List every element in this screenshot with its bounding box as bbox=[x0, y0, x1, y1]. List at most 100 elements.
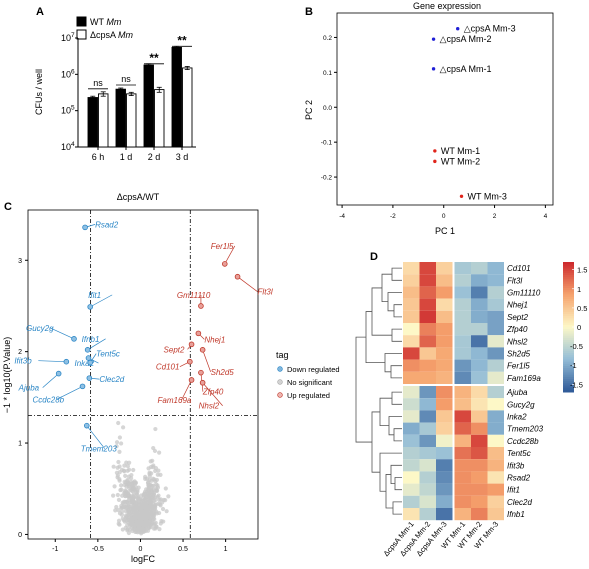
gene-label: Gucy2g bbox=[26, 324, 54, 333]
colorbar-segment bbox=[563, 381, 574, 384]
no-sig-point bbox=[112, 484, 117, 489]
colorbar-segment bbox=[563, 320, 574, 324]
heatmap-cell bbox=[471, 262, 488, 275]
colorbar-tick-label: -1 bbox=[570, 361, 577, 370]
up-regulated-point bbox=[187, 358, 193, 365]
panel-b-y-axis-label: PC 2 bbox=[304, 100, 314, 120]
heatmap-cell bbox=[454, 508, 471, 521]
gene-label: Tent5c bbox=[96, 350, 120, 359]
heatmap-cell bbox=[436, 459, 453, 472]
no-sig-point bbox=[148, 459, 153, 464]
panel-b-frame bbox=[336, 12, 554, 206]
legend-swatch-ko bbox=[76, 29, 87, 40]
no-sig-point bbox=[144, 511, 149, 516]
heatmap-cell bbox=[419, 508, 436, 521]
no-sig-point bbox=[117, 477, 122, 482]
colorbar-segment bbox=[563, 290, 574, 293]
heatmap-cell bbox=[436, 371, 453, 384]
up-regulated-point bbox=[199, 379, 206, 386]
colorbar-segment bbox=[563, 324, 574, 328]
x-tick-label: 4 bbox=[544, 213, 548, 220]
colorbar-segment bbox=[563, 281, 574, 285]
colorbar-tick-label: 1 bbox=[577, 285, 581, 294]
heatmap-cell bbox=[471, 386, 488, 399]
pca-point-label: WT Mm-1 bbox=[441, 146, 480, 156]
no-sig-point bbox=[116, 420, 121, 426]
bar-wt bbox=[87, 97, 98, 148]
colorbar-segment bbox=[563, 340, 574, 343]
colorbar-segment bbox=[563, 283, 574, 287]
heatmap-cell bbox=[454, 422, 471, 435]
heatmap-cell bbox=[436, 434, 453, 447]
colorbar-segment bbox=[563, 309, 574, 313]
colorbar-segment bbox=[563, 355, 574, 358]
heatmap-cell bbox=[436, 386, 453, 399]
heatmap-row-label: Ifnb1 bbox=[507, 510, 525, 519]
heatmap-cell bbox=[454, 347, 471, 360]
colorbar-segment bbox=[563, 359, 574, 363]
panel-letter-d: D bbox=[370, 251, 378, 263]
y-tick-label: 106 bbox=[61, 68, 75, 79]
heatmap-cell bbox=[436, 298, 453, 311]
no-sig-point bbox=[140, 513, 146, 518]
no-sig-point bbox=[115, 492, 120, 498]
pca-point bbox=[459, 194, 464, 198]
no-sig-point bbox=[144, 518, 149, 524]
x-tick-label: -2 bbox=[390, 213, 396, 220]
heatmap-cell bbox=[471, 434, 488, 447]
heatmap-cell bbox=[436, 495, 453, 508]
heatmap-row-label: Tmem203 bbox=[507, 425, 544, 434]
heatmap-cell bbox=[471, 347, 488, 360]
heatmap-row-label: Ifit1 bbox=[507, 486, 520, 495]
gene-leader-line bbox=[87, 338, 106, 351]
no-sig-point bbox=[152, 448, 158, 454]
colorbar-segment bbox=[563, 262, 574, 265]
up-regulated-point bbox=[195, 330, 202, 337]
heatmap-cell bbox=[436, 335, 453, 348]
no-sig-point bbox=[122, 519, 127, 524]
heatmap-row-label: Tent5c bbox=[507, 449, 531, 458]
gene-leader-line bbox=[224, 245, 236, 265]
heatmap-cell bbox=[471, 274, 488, 287]
y-tick-label: 1 bbox=[18, 441, 22, 448]
row-dendrogram-branch bbox=[381, 273, 392, 303]
heatmap-cell bbox=[454, 459, 471, 472]
no-sig-point bbox=[123, 473, 128, 478]
no-sig-point bbox=[163, 486, 168, 491]
panel-c-legend: tag Down regulated No significant Up reg… bbox=[276, 350, 340, 400]
no-sig-point bbox=[120, 509, 125, 514]
gene-label: Ifit1 bbox=[88, 291, 101, 300]
gene-label: Sept2 bbox=[164, 345, 185, 354]
colorbar-segment bbox=[563, 353, 574, 356]
no-sig-point bbox=[155, 485, 161, 490]
gene-leader-line bbox=[181, 379, 192, 401]
heatmap-cell bbox=[403, 323, 420, 336]
heatmap-row-label: Fam169a bbox=[507, 374, 541, 383]
colorbar-segment bbox=[563, 331, 574, 334]
panel-a-y-axis-label: CFUs / well bbox=[34, 69, 44, 115]
x-tick-label: 2 bbox=[493, 213, 497, 220]
heatmap-cell bbox=[454, 447, 471, 460]
no-sig-point bbox=[133, 481, 138, 486]
no-sig-point bbox=[126, 530, 131, 536]
no-sig-point bbox=[125, 517, 131, 522]
gene-leader-line bbox=[42, 373, 59, 388]
bar-ko bbox=[98, 93, 109, 148]
heatmap-cell bbox=[419, 495, 436, 508]
colorbar-segment bbox=[563, 288, 574, 291]
x-tick-label: 3 d bbox=[176, 152, 189, 162]
y-tick-label: 0.1 bbox=[323, 70, 332, 77]
no-sig-point bbox=[116, 497, 122, 502]
down-regulated-point bbox=[79, 383, 86, 390]
heatmap-cell bbox=[436, 310, 453, 323]
panel-c-volcano-plot: ΔcpsA/WT -1 -0.5 0 0.5 1 0 1 2 3 Rsad2 Ifit1 Gucy2… bbox=[2, 192, 340, 564]
down-regulated-point bbox=[87, 359, 93, 366]
no-sig-point bbox=[151, 465, 156, 470]
panel-b-x-axis-label: PC 1 bbox=[435, 226, 455, 236]
pca-point bbox=[433, 159, 437, 164]
colorbar-segment bbox=[563, 385, 574, 389]
no-sig-point bbox=[157, 526, 162, 532]
no-sig-point bbox=[115, 473, 120, 478]
no-sig-point bbox=[147, 474, 152, 479]
bar-wt bbox=[171, 46, 182, 148]
